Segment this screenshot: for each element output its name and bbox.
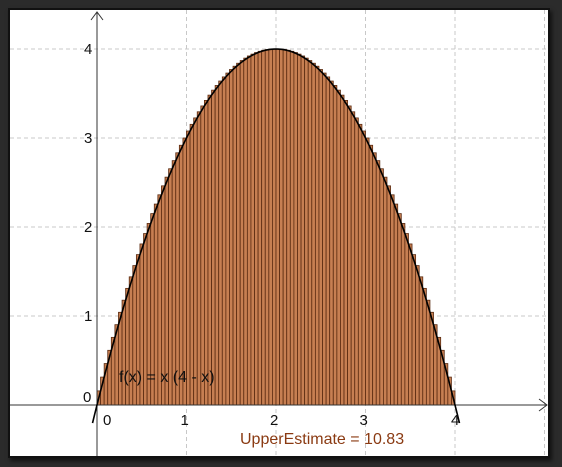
upper-sum-rectangle xyxy=(225,72,230,406)
upper-sum-rectangle xyxy=(400,223,406,406)
graphics-view[interactable]: 0 1 2 3 4 0 1 2 3 4 f(x) = x (4 - x) UpperEstimat… xyxy=(8,8,550,458)
upper-sum-rectangle xyxy=(350,111,356,406)
upper-sum-rectangle xyxy=(264,49,270,406)
upper-sum-rectangle xyxy=(193,117,198,406)
x-tick-label: 2 xyxy=(270,412,278,429)
upper-sum-rectangle xyxy=(200,105,205,406)
upper-sum-rectangle xyxy=(386,185,391,406)
upper-sum-rectangle xyxy=(311,62,316,406)
x-axis-arrow-icon xyxy=(538,398,548,412)
y-tick-label: 4 xyxy=(84,41,92,58)
upper-sum-rectangle xyxy=(178,144,184,406)
x-tick-label: 4 xyxy=(451,412,459,429)
upper-sum-rectangle xyxy=(329,80,334,406)
upper-sum-rectangle xyxy=(214,85,220,406)
upper-sum-rectangle xyxy=(254,52,259,406)
upper-sum-rectangle xyxy=(121,299,127,406)
upper-sum-rectangle xyxy=(250,53,255,406)
upper-sum-rectangle xyxy=(379,168,384,406)
upper-sum-rectangle xyxy=(257,50,263,406)
upper-sum-rectangle xyxy=(300,55,306,406)
upper-sum-rectangle xyxy=(418,276,424,406)
rectangles-layer xyxy=(96,48,456,406)
upper-sum-rectangle xyxy=(282,49,288,406)
upper-sum-rectangle xyxy=(393,203,399,406)
upper-sum-rectangle xyxy=(390,194,395,406)
upper-estimate-label[interactable]: UpperEstimate = 10.83 xyxy=(240,431,404,448)
upper-sum-rectangle xyxy=(425,299,431,406)
upper-sum-rectangle xyxy=(354,117,359,406)
upper-sum-rectangle xyxy=(186,130,191,406)
upper-sum-rectangle xyxy=(211,89,216,406)
upper-sum-rectangle xyxy=(404,233,409,406)
upper-sum-rectangle xyxy=(221,76,227,406)
upper-sum-rectangle xyxy=(196,111,202,406)
upper-sum-rectangle xyxy=(382,176,388,406)
upper-sum-rectangle xyxy=(279,48,284,406)
upper-sum-rectangle xyxy=(304,57,309,406)
y-axis-arrow-icon xyxy=(90,11,104,21)
x-tick-label: 0 xyxy=(103,412,111,429)
upper-sum-rectangle xyxy=(203,100,209,406)
axes-layer xyxy=(10,11,548,456)
upper-sum-rectangle xyxy=(325,76,331,406)
tick-labels: 0 1 2 3 4 0 1 2 3 4 xyxy=(83,41,459,429)
y-tick-label: 3 xyxy=(84,130,92,147)
upper-sum-rectangle xyxy=(336,89,341,406)
upper-sum-rectangle xyxy=(408,243,413,406)
upper-sum-rectangle xyxy=(368,144,374,406)
upper-sum-rectangle xyxy=(314,65,320,406)
upper-sum-rectangle xyxy=(307,60,313,406)
y-tick-label: 2 xyxy=(84,219,92,236)
upper-sum-rectangle xyxy=(340,94,345,406)
upper-sum-rectangle xyxy=(357,123,363,406)
upper-sum-rectangle xyxy=(246,55,252,406)
upper-sum-rectangle xyxy=(272,48,277,406)
upper-sum-rectangle xyxy=(411,254,417,406)
upper-sum-rectangle xyxy=(239,60,245,406)
upper-sum-rectangle xyxy=(125,287,130,406)
upper-sum-rectangle xyxy=(243,57,248,406)
upper-sum-rectangle xyxy=(375,160,381,406)
upper-sum-rectangle xyxy=(289,50,295,406)
upper-sum-rectangle xyxy=(415,265,420,406)
upper-sum-rectangle xyxy=(236,62,241,406)
upper-sum-rectangle xyxy=(361,130,366,406)
upper-sum-rectangle xyxy=(229,69,234,406)
upper-sum-rectangle xyxy=(343,100,348,406)
upper-sum-rectangle xyxy=(261,49,266,406)
upper-sum-rectangle xyxy=(422,287,427,406)
upper-sum-rectangle xyxy=(189,123,195,406)
upper-sum-rectangle xyxy=(218,80,223,406)
upper-sum-rectangle xyxy=(232,65,238,406)
origin-tick-label: 0 xyxy=(83,389,91,406)
upper-sum-rectangle xyxy=(332,85,338,406)
plot-canvas[interactable]: 0 1 2 3 4 0 1 2 3 4 f(x) = x (4 - x) UpperEstimat… xyxy=(8,8,550,458)
upper-sum-rectangle xyxy=(118,311,123,406)
upper-sum-rectangle xyxy=(293,52,298,406)
function-label[interactable]: f(x) = x (4 - x) xyxy=(119,369,215,386)
upper-sum-rectangle xyxy=(268,48,273,406)
upper-sum-rectangle xyxy=(397,213,402,406)
upper-sum-rectangle xyxy=(286,49,291,406)
upper-sum-rectangle xyxy=(322,72,327,406)
x-tick-label: 3 xyxy=(360,412,368,429)
upper-sum-rectangle xyxy=(347,105,352,406)
function-curve[interactable] xyxy=(91,48,461,424)
upper-sum-rectangle xyxy=(429,311,434,406)
upper-sum-rectangle xyxy=(275,48,280,406)
upper-sum-rectangle xyxy=(297,53,302,406)
upper-sum-rectangle xyxy=(318,69,323,406)
upper-sum-rectangle xyxy=(175,152,180,406)
x-tick-label: 1 xyxy=(181,412,189,429)
upper-sum-rectangle xyxy=(207,94,212,406)
upper-sum-rectangle xyxy=(182,137,187,406)
upper-sum-rectangle xyxy=(372,152,377,406)
y-tick-label: 1 xyxy=(84,308,92,325)
upper-sum-rectangle xyxy=(365,137,370,406)
